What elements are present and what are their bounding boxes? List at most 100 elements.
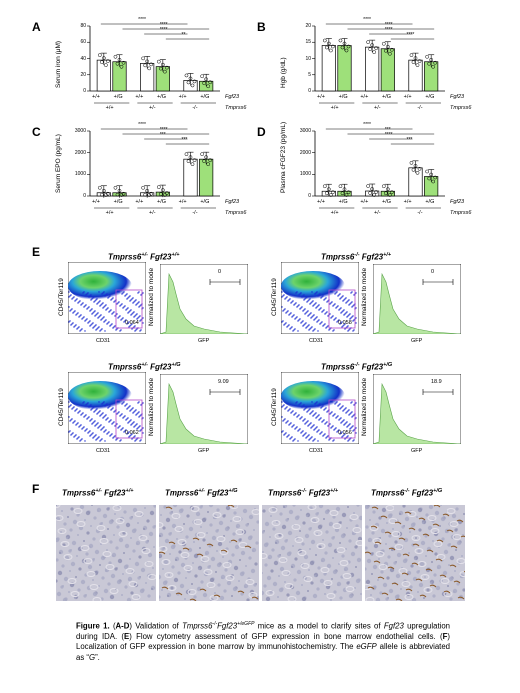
flow-y-axis: CD45/Ter119 bbox=[271, 278, 278, 316]
gene-label-tmprss6: Tmprss6 bbox=[225, 105, 247, 111]
bar bbox=[183, 158, 198, 197]
histogram-x-axis: GFP bbox=[411, 448, 423, 454]
y-tick-label: 5 bbox=[308, 71, 311, 78]
gene-label-fgf23: Fgf23 bbox=[450, 94, 465, 100]
ihc-image bbox=[56, 505, 156, 601]
flow-title-sup1: -/- bbox=[354, 362, 360, 368]
chart-a bbox=[87, 23, 220, 104]
ihc-title: Tmprss6+/- Fgf23+/+ bbox=[62, 488, 133, 498]
group-label: +/+ bbox=[317, 94, 325, 100]
caption-p2: ) Validation of bbox=[129, 621, 183, 631]
flow-title-sup1: +/- bbox=[141, 362, 148, 368]
gfp-histogram bbox=[160, 374, 248, 444]
histogram-y-axis: Normalized to mode bbox=[361, 377, 368, 436]
figure-caption: Figure 1. (A-D) Validation of Tmprss6-/-… bbox=[76, 619, 450, 663]
group-label: +/G bbox=[157, 199, 167, 205]
caption-g: G bbox=[89, 652, 96, 662]
y-tick-label: 10 bbox=[305, 55, 311, 62]
ihc-title-sup1: +/- bbox=[95, 488, 102, 494]
ihc-title-gene1: Tmprss6 bbox=[268, 488, 302, 498]
genotype-label: +/- bbox=[374, 105, 381, 111]
caption-p3: mice as a model to clarify sites of bbox=[254, 621, 384, 631]
flow-title-gene1: Tmprss6 bbox=[108, 252, 142, 262]
y-tick-label: 3000 bbox=[299, 128, 311, 134]
histogram-x-axis: GFP bbox=[411, 338, 423, 344]
y-tick-label: 20 bbox=[80, 71, 86, 78]
significance-label: *** bbox=[384, 127, 391, 133]
flow-title-sup2: +/+ bbox=[383, 252, 392, 258]
ihc-title-gene2: Fgf23 bbox=[409, 488, 434, 498]
significance-label: **** bbox=[384, 22, 393, 28]
bar bbox=[337, 45, 352, 92]
ihc-title-sup2: +/G bbox=[433, 488, 443, 494]
gfp-percentage: 18.9 bbox=[431, 379, 442, 385]
group-label: +/+ bbox=[317, 199, 325, 205]
caption-ad: A-D bbox=[115, 621, 130, 631]
caption-fig: Figure 1. bbox=[76, 621, 110, 631]
gfp-histogram bbox=[373, 264, 461, 334]
panel-label-a: A bbox=[32, 20, 41, 34]
flow-title-gene1: Tmprss6 bbox=[108, 362, 142, 372]
genotype-label: +/+ bbox=[105, 105, 114, 111]
genotype-label: -/- bbox=[192, 210, 198, 216]
gene-label-fgf23: Fgf23 bbox=[225, 94, 240, 100]
genotype-label: +/+ bbox=[330, 105, 339, 111]
ihc-title-sup2: +/+ bbox=[125, 488, 134, 494]
ihc-title-gene2: Fgf23 bbox=[306, 488, 331, 498]
genotype-label: +/- bbox=[149, 210, 156, 216]
genotype-label: -/- bbox=[417, 105, 423, 111]
chart-d bbox=[312, 128, 445, 209]
caption-tm-sup: -/- bbox=[212, 621, 218, 627]
caption-egfp: eGFP bbox=[356, 642, 377, 652]
histogram-x-axis: GFP bbox=[198, 338, 210, 344]
caption-p5: ) Flow cytometry assessment of GFP expre… bbox=[129, 632, 443, 641]
caption-p7: allele is abbreviated as “ bbox=[76, 642, 450, 662]
genotype-label: +/- bbox=[374, 210, 381, 216]
group-label: +/+ bbox=[360, 199, 369, 205]
group-label: +/+ bbox=[178, 199, 187, 205]
caption-tm: Tmprss6 bbox=[182, 621, 213, 631]
group-label: +/G bbox=[382, 94, 392, 100]
group-label: +/G bbox=[200, 199, 210, 205]
y-axis-label: Serum iron (μM) bbox=[55, 40, 62, 88]
genotype-label: +/+ bbox=[330, 210, 339, 216]
group-label: +/+ bbox=[135, 199, 144, 205]
gfp-histogram bbox=[373, 374, 461, 444]
group-label: +/G bbox=[382, 199, 392, 205]
flow-title-gene2: Fgf23 bbox=[147, 362, 172, 372]
ihc-image bbox=[365, 505, 465, 601]
y-tick-label: 0 bbox=[83, 193, 86, 199]
ihc-title-sup2: +/+ bbox=[330, 488, 339, 494]
y-axis-label: Serum EPO (pg/mL) bbox=[55, 134, 62, 193]
significance-label: ** bbox=[181, 32, 186, 38]
group-label: +/G bbox=[200, 94, 210, 100]
y-tick-label: 1000 bbox=[299, 171, 311, 178]
caption-e: E bbox=[124, 632, 130, 641]
group-label: +/G bbox=[113, 94, 123, 100]
flow-title: Tmprss6+/- Fgf23+/G bbox=[108, 362, 181, 372]
significance-label: **** bbox=[159, 27, 168, 33]
flow-dot-plot bbox=[68, 262, 146, 334]
y-tick-label: 0 bbox=[308, 88, 311, 94]
gate-value: 0.062 bbox=[125, 430, 139, 436]
y-tick-label: 2000 bbox=[299, 149, 311, 156]
flow-title-gene1: Tmprss6 bbox=[321, 252, 355, 262]
flow-dot-plot bbox=[281, 262, 359, 334]
group-label: +/G bbox=[425, 94, 435, 100]
ihc-title-sup1: +/- bbox=[198, 488, 205, 494]
panel-label-f: F bbox=[32, 482, 40, 496]
flow-y-axis: CD45/Ter119 bbox=[58, 388, 65, 426]
group-label: +/+ bbox=[403, 199, 412, 205]
panel-label-d: D bbox=[257, 125, 266, 139]
gene-label-fgf23: Fgf23 bbox=[225, 199, 240, 205]
gate-value: 0.056 bbox=[338, 430, 352, 436]
flow-title: Tmprss6-/- Fgf23+/G bbox=[321, 362, 392, 372]
significance-label: **** bbox=[159, 127, 168, 133]
significance-label: **** bbox=[159, 22, 168, 28]
group-label: +/+ bbox=[92, 94, 100, 100]
y-tick-label: 40 bbox=[80, 55, 86, 62]
ihc-image bbox=[262, 505, 362, 601]
panel-label-b: B bbox=[257, 20, 266, 34]
significance-label: **** bbox=[384, 27, 393, 33]
caption-fg2: Fgf23 bbox=[383, 621, 404, 631]
